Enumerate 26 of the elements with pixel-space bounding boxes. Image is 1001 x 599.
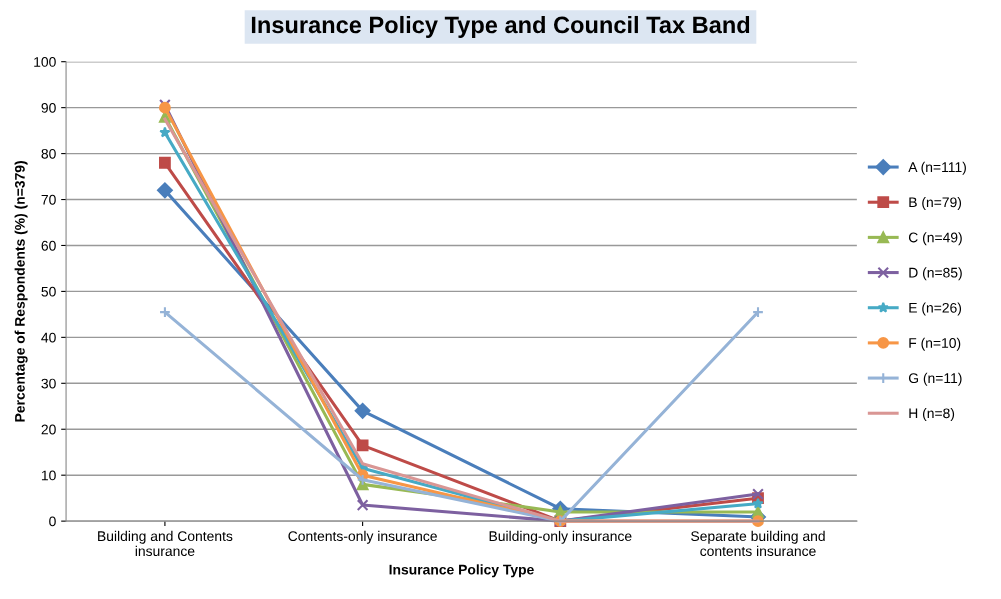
x-tick-label: Building and Contents insurance bbox=[98, 530, 233, 557]
legend-label: B (n=79) bbox=[909, 197, 962, 210]
y-axis-title: Percentage of Respondents (%) (n=379) bbox=[14, 161, 28, 422]
y-tick-label: 10 bbox=[41, 470, 56, 481]
x-tick-label: Separate building and contents insurance bbox=[691, 530, 825, 557]
x-tick-label: Contents-only insurance bbox=[288, 530, 437, 544]
y-tick-label: 70 bbox=[41, 194, 56, 205]
chart-title: Insurance Policy Type and Council Tax Band bbox=[251, 15, 750, 38]
legend-label: C (n=49) bbox=[908, 232, 962, 246]
y-tick-label: 60 bbox=[41, 240, 56, 251]
legend-label: A (n=111) bbox=[908, 161, 966, 175]
legend-label: G (n=11) bbox=[908, 372, 962, 386]
legend-label: F (n=10) bbox=[909, 337, 961, 351]
legend-label: H (n=8) bbox=[909, 408, 955, 421]
y-tick-label: 30 bbox=[41, 378, 56, 389]
y-tick-label: 50 bbox=[41, 286, 56, 297]
y-tick-label: 90 bbox=[41, 102, 56, 113]
legend-label: E (n=26) bbox=[909, 302, 962, 316]
legend-label: D (n=85) bbox=[909, 267, 962, 281]
x-tick-label: Building-only insurance bbox=[489, 530, 632, 544]
y-tick-label: 40 bbox=[41, 332, 56, 343]
x-axis-title: Insurance Policy Type bbox=[389, 564, 534, 578]
y-tick-label: 0 bbox=[49, 516, 56, 527]
y-tick-label: 100 bbox=[34, 57, 56, 67]
y-tick-label: 80 bbox=[41, 148, 56, 159]
y-tick-label: 20 bbox=[41, 424, 56, 435]
